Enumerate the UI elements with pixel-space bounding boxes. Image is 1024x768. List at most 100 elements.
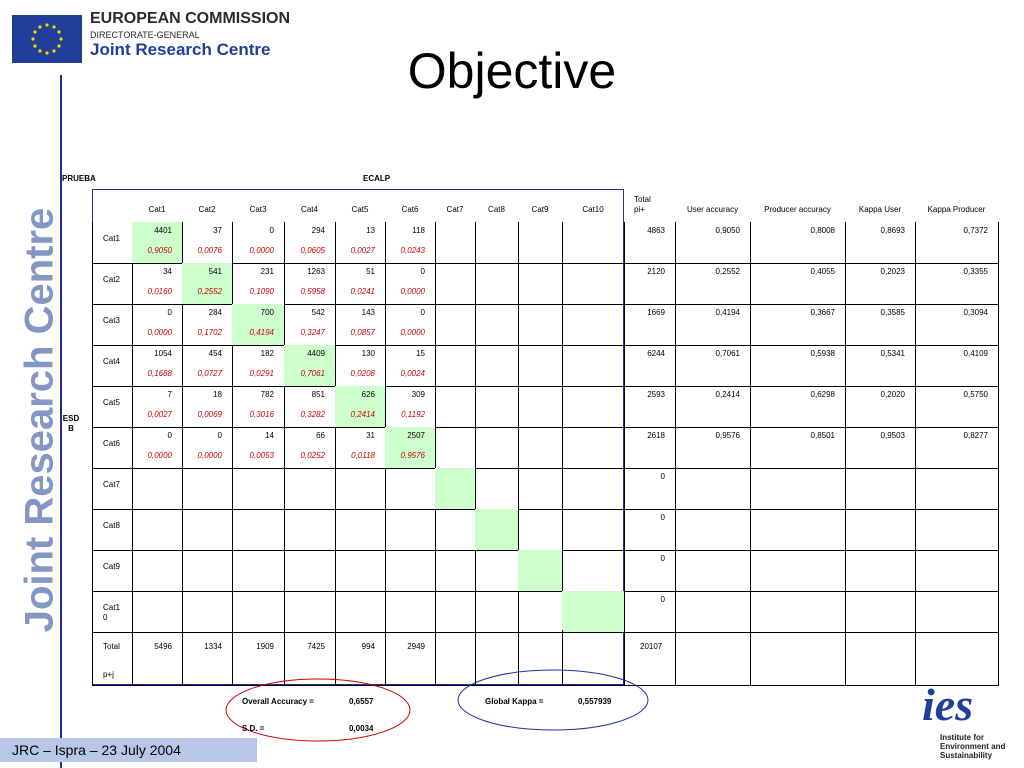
- cell: [435, 304, 476, 346]
- producer-accuracy: 0,8501: [810, 431, 835, 440]
- org-jrc: Joint Research Centre: [90, 40, 271, 59]
- proportion: 0,0252: [300, 451, 325, 460]
- cell: [284, 509, 336, 551]
- cell: [435, 386, 476, 428]
- cell: [624, 468, 676, 510]
- proportion: 0,3282: [300, 410, 325, 419]
- cell: [518, 591, 563, 633]
- user-accuracy: 0,9576: [715, 431, 740, 440]
- cell: [675, 263, 751, 305]
- count: 31: [366, 431, 375, 440]
- total-label: Total: [103, 642, 120, 651]
- overall-accuracy: 0,6557: [349, 697, 374, 706]
- producer-accuracy: 0,5938: [810, 349, 835, 358]
- cell: [182, 550, 233, 592]
- cell: [132, 386, 183, 428]
- proportion: 0,0000: [147, 451, 172, 460]
- cell: [675, 222, 751, 264]
- cell: [915, 222, 999, 264]
- cell: [92, 509, 133, 551]
- cell: [132, 427, 183, 469]
- cell: [675, 509, 751, 551]
- cell: [132, 222, 183, 264]
- column-header: Cat10: [582, 205, 604, 214]
- cell: [92, 468, 133, 510]
- cell: [92, 550, 133, 592]
- count: 66: [316, 431, 325, 440]
- cell: [675, 386, 751, 428]
- cell: [132, 591, 183, 633]
- count: 626: [361, 390, 375, 399]
- cell: [915, 591, 999, 633]
- count: 1054: [154, 349, 172, 358]
- proportion: 0,0857: [350, 328, 375, 337]
- cell: [845, 304, 916, 346]
- sd: 0,0034: [349, 724, 374, 733]
- proportion: 0,2552: [197, 287, 222, 296]
- proportion: 0,3247: [300, 328, 325, 337]
- cell: [750, 386, 846, 428]
- cell: [624, 591, 676, 633]
- cell: [624, 222, 676, 264]
- cell: [845, 509, 916, 551]
- cell: [335, 427, 386, 469]
- cell: [132, 550, 183, 592]
- proportion: 0,2414: [350, 410, 375, 419]
- cell: [132, 630, 183, 686]
- cell: [518, 222, 563, 264]
- proportion: 0,0000: [147, 328, 172, 337]
- cell: [435, 263, 476, 305]
- cell: [845, 630, 916, 686]
- cell: [232, 427, 285, 469]
- cell: [562, 222, 625, 264]
- cell: [182, 304, 233, 346]
- cell: [475, 591, 519, 633]
- cell: [232, 591, 285, 633]
- count: 0: [167, 308, 172, 317]
- cell: [562, 630, 625, 686]
- proportion: 0,0160: [147, 287, 172, 296]
- kappa-user: 0,9503: [880, 431, 905, 440]
- count: 542: [311, 308, 325, 317]
- row-header: Cat3: [103, 316, 120, 325]
- cell: [284, 427, 336, 469]
- row-total: 6244: [647, 349, 665, 358]
- cell: [284, 263, 336, 305]
- cell: [284, 468, 336, 510]
- ies-logo: ies: [922, 679, 974, 730]
- count: 34: [163, 267, 172, 276]
- count: 118: [412, 226, 425, 235]
- cell: [475, 468, 519, 510]
- kappa-producer: 0,3094: [963, 308, 988, 317]
- column-header: Cat1: [148, 205, 166, 214]
- proportion: 0,0291: [249, 369, 274, 378]
- cell: [675, 427, 751, 469]
- count: 0: [269, 226, 274, 235]
- count: 37: [213, 226, 222, 235]
- cell: [335, 591, 386, 633]
- cell: [182, 468, 233, 510]
- column-header: Cat3: [249, 205, 267, 214]
- proportion: 0,0024: [400, 369, 425, 378]
- global-kappa: 0,557939: [578, 697, 612, 706]
- column-header: Cat2: [198, 205, 216, 214]
- cell: [518, 345, 563, 387]
- cell: [92, 345, 133, 387]
- user-accuracy: 0,2552: [715, 267, 740, 276]
- row-axis-label: PRUEBA: [62, 174, 96, 183]
- cell: [675, 550, 751, 592]
- count: 454: [208, 349, 222, 358]
- cell: [845, 468, 916, 510]
- cell: [475, 345, 519, 387]
- cell: [335, 509, 386, 551]
- cell: [562, 263, 625, 305]
- proportion: 0,0000: [400, 287, 425, 296]
- cell: [132, 263, 183, 305]
- cell: [750, 468, 846, 510]
- ies-caption: Institute for Environment and Sustainabi…: [940, 733, 1006, 760]
- cell: [284, 222, 336, 264]
- count: 15: [416, 349, 425, 358]
- producer-accuracy: 0,4055: [810, 267, 835, 276]
- count: 4401: [154, 226, 172, 235]
- cell: [475, 509, 519, 551]
